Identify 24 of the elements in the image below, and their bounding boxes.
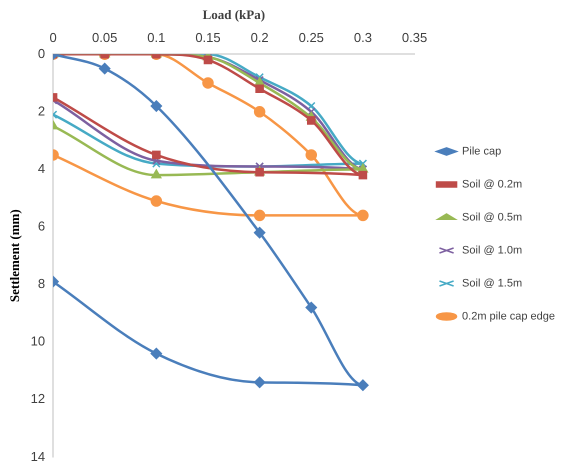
x-tick-label: 0.05 [92, 30, 118, 45]
y-tick-label: 10 [30, 334, 46, 349]
x-tick-label: 0.35 [402, 30, 428, 45]
legend-label: Soil @ 0.5m [462, 212, 522, 224]
y-tick-label: 12 [30, 391, 46, 406]
y-tick-label: 6 [38, 218, 46, 234]
y-axis-title: Settlement (mm) [7, 209, 22, 302]
y-tick-label: 8 [38, 276, 46, 292]
y-tick-label: 2 [38, 103, 46, 118]
x-tick-label: 0 [49, 30, 57, 45]
x-tick-label: 0.2 [250, 30, 269, 45]
legend-label: Pile cap [462, 146, 502, 158]
x-axis-title: Load (kPa) [202, 7, 266, 22]
y-tick-label: 4 [38, 160, 46, 176]
legend-label: Soil @ 1.0m [462, 244, 522, 257]
x-tick-label: 0.3 [354, 30, 372, 45]
legend-label: 0.2m pile cap edge [462, 310, 555, 323]
y-tick-label: 0 [38, 46, 46, 61]
legend-label: Soil @ 1.5m [462, 278, 522, 290]
x-tick-label: 0.1 [147, 30, 166, 45]
y-tick-label: 14 [30, 448, 46, 464]
x-tick-label: 0.15 [195, 30, 221, 45]
legend-label: Soil @ 0.2m [462, 178, 522, 191]
x-tick-label: 0.25 [298, 30, 324, 45]
